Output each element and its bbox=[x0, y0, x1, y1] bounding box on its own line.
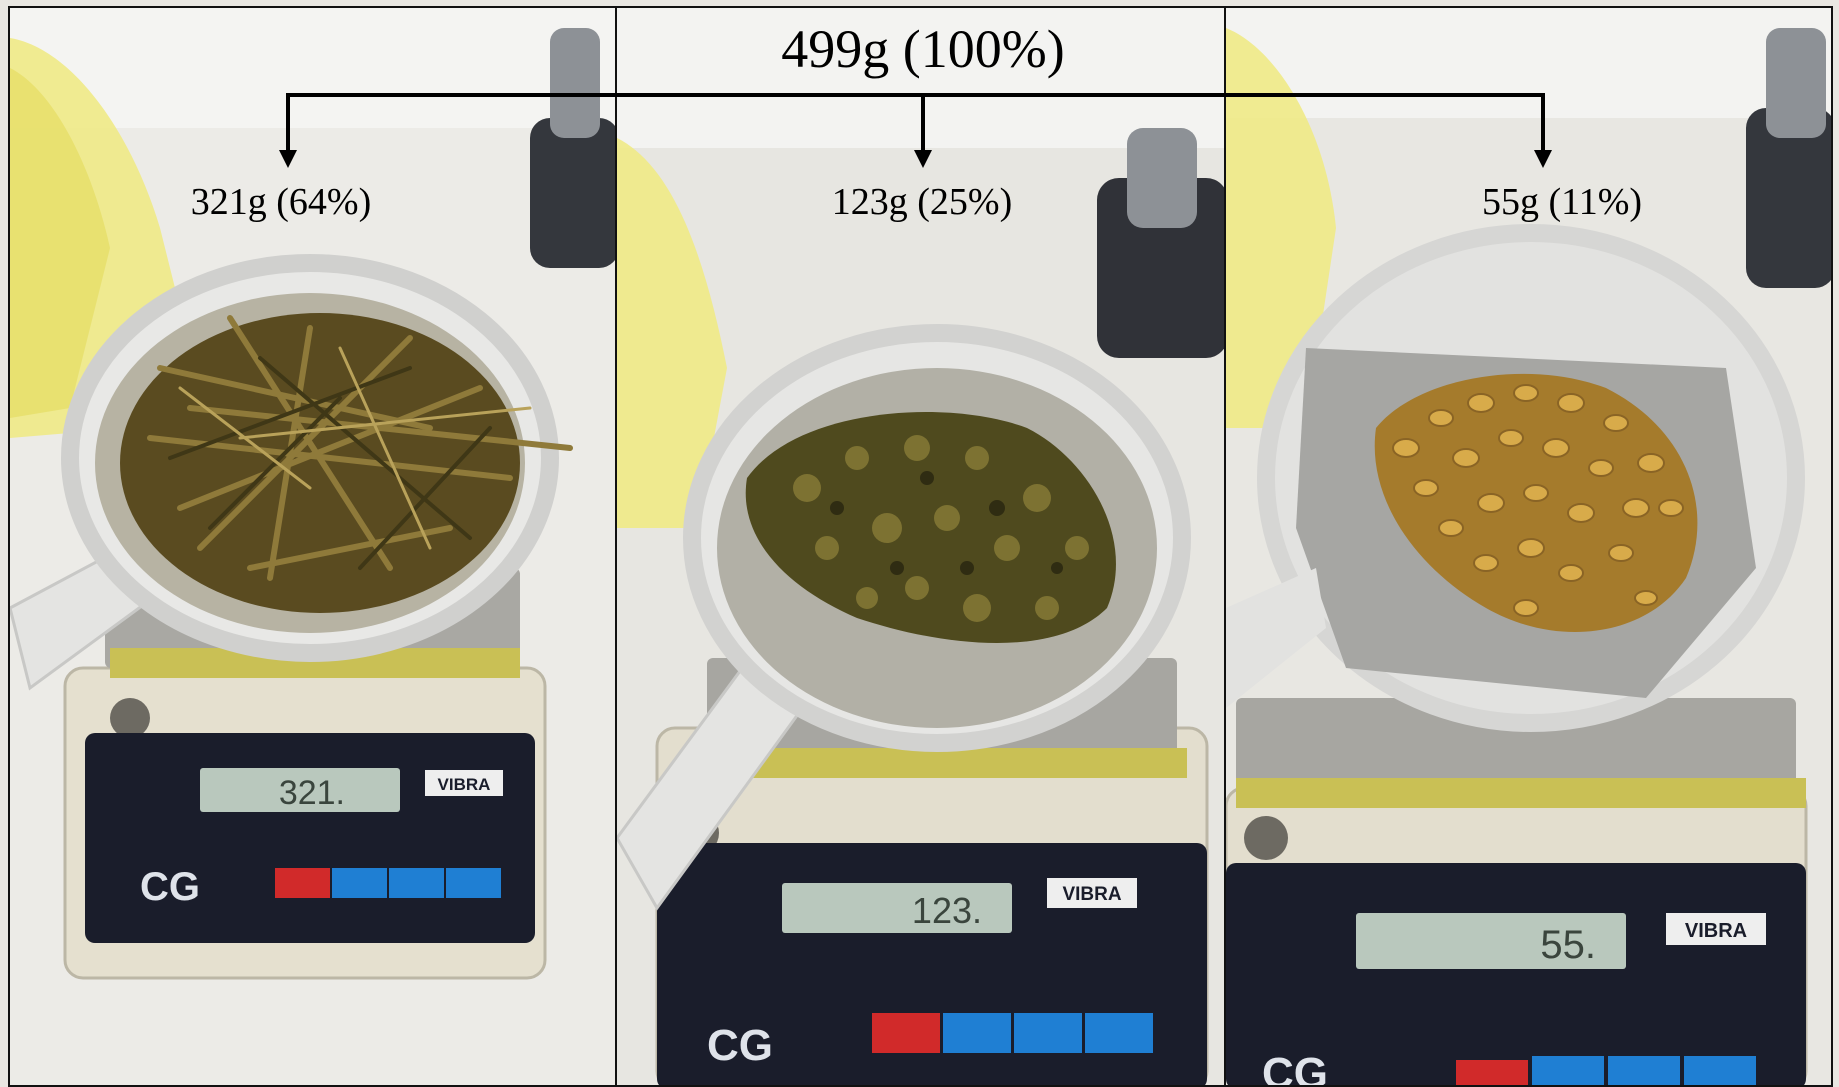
lcd-readout-1: 321. bbox=[279, 774, 345, 812]
arrow-3 bbox=[1534, 150, 1552, 168]
lcd-readout-2: 123. bbox=[912, 890, 982, 931]
arrow-1 bbox=[279, 150, 297, 168]
brand-label-1: VIBRA bbox=[438, 775, 491, 794]
scale-photo-2: 123. VIBRA CG bbox=[617, 8, 1224, 1085]
brand-label-3: VIBRA bbox=[1685, 920, 1747, 942]
logo-label-1: CG bbox=[140, 865, 200, 909]
sample-weight-label-1: 321g (64%) bbox=[190, 181, 372, 223]
brand-label-2: VIBRA bbox=[1062, 884, 1121, 905]
photo-panel-fine: 123. VIBRA CG bbox=[615, 6, 1226, 1087]
photo-panel-coarse: 321. VIBRA CG bbox=[8, 6, 617, 1087]
scale-photo-3: 55. VIBRA CG bbox=[1226, 8, 1831, 1087]
scale-photo-1: 321. VIBRA CG bbox=[10, 8, 615, 1085]
sample-weight-label-3: 55g (11%) bbox=[1481, 181, 1643, 223]
total-weight-label: 499g (100%) bbox=[781, 19, 1065, 79]
logo-label-3: CG bbox=[1262, 1049, 1328, 1087]
logo-label-2: CG bbox=[707, 1021, 773, 1070]
sample-weight-label-2: 123g (25%) bbox=[831, 181, 1013, 223]
photo-panel-seeds: 55. VIBRA CG bbox=[1224, 6, 1833, 1087]
lcd-readout-3: 55. bbox=[1540, 923, 1596, 967]
arrow-2 bbox=[914, 150, 932, 168]
